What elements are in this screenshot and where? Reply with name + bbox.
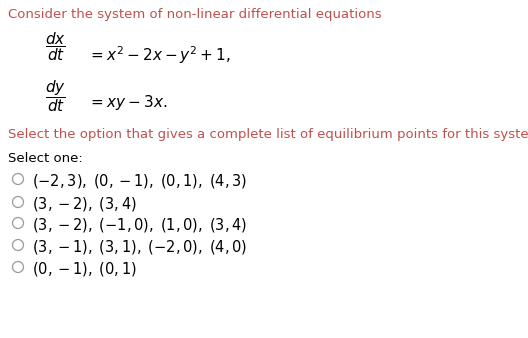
Text: $\dfrac{dx}{dt}$: $\dfrac{dx}{dt}$ [45, 30, 66, 63]
Text: $(3,-1),\; (3,1),\; (-2,0),\; (4,0)$: $(3,-1),\; (3,1),\; (-2,0),\; (4,0)$ [32, 238, 247, 256]
Text: $= xy - 3x.$: $= xy - 3x.$ [88, 94, 167, 113]
Text: $(3,-2),\; (-1,0),\; (1,0),\; (3,4)$: $(3,-2),\; (-1,0),\; (1,0),\; (3,4)$ [32, 216, 247, 234]
Text: $(-2,3),\; (0,-1),\; (0,1),\; (4,3)$: $(-2,3),\; (0,-1),\; (0,1),\; (4,3)$ [32, 172, 247, 190]
Text: $\dfrac{dy}{dt}$: $\dfrac{dy}{dt}$ [45, 78, 66, 114]
Text: $(0,-1),\; (0,1)$: $(0,-1),\; (0,1)$ [32, 260, 137, 278]
Text: $(3,-2),\; (3,4)$: $(3,-2),\; (3,4)$ [32, 195, 137, 213]
Text: $= x^2 - 2x - y^2 + 1,$: $= x^2 - 2x - y^2 + 1,$ [88, 44, 231, 66]
Text: Select one:: Select one: [8, 152, 83, 165]
Text: Consider the system of non-linear differential equations: Consider the system of non-linear differ… [8, 8, 382, 21]
Text: Select the option that gives a complete list of equilibrium points for this syst: Select the option that gives a complete … [8, 128, 528, 141]
